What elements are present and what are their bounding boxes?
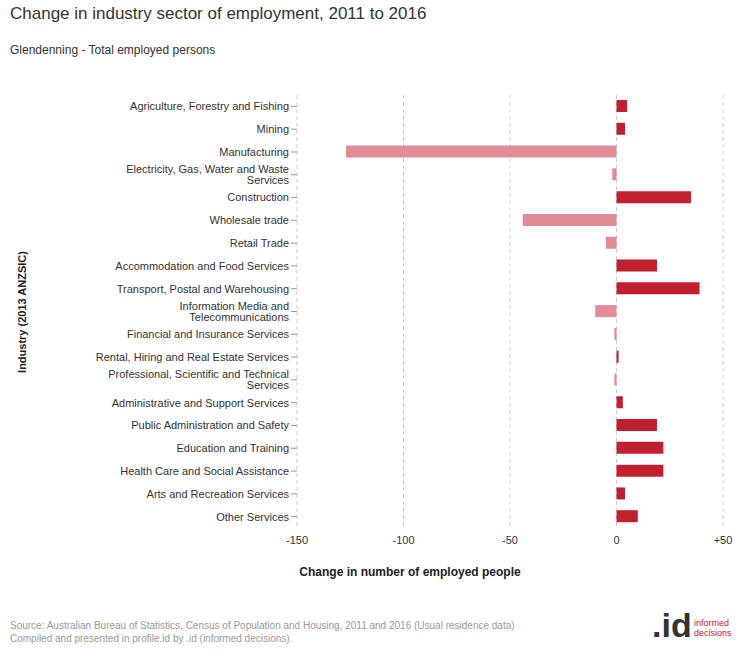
- svg-text:Health Care and Social Assista: Health Care and Social Assistance: [120, 465, 289, 477]
- svg-text:Agriculture, Forestry and Fish: Agriculture, Forestry and Fishing: [130, 100, 289, 112]
- svg-text:Mining: Mining: [257, 123, 289, 135]
- svg-text:Electricity, Gas, Water and Wa: Electricity, Gas, Water and WasteService…: [126, 163, 289, 186]
- html-text:Industry (2013 ANZSIC): Industry (2013 ANZSIC): [16, 251, 28, 373]
- svg-text:Retail Trade: Retail Trade: [230, 237, 289, 249]
- svg-text:Rental, Hiring and Real Estate: Rental, Hiring and Real Estate Services: [96, 351, 290, 363]
- html-text:Glendenning - Total employed p: Glendenning - Total employed persons: [10, 43, 216, 57]
- svg-text:Accommodation and Food Service: Accommodation and Food Services: [115, 260, 289, 272]
- svg-text:Other Services: Other Services: [216, 511, 289, 523]
- svg-text:+50: +50: [714, 534, 732, 546]
- svg-text:Transport, Postal and Warehous: Transport, Postal and Warehousing: [117, 283, 289, 295]
- svg-text:Professional, Scientific and T: Professional, Scientific and TechnicalSe…: [108, 368, 289, 391]
- svg-text:-150: -150: [286, 534, 308, 546]
- html-text:Change in industry sector of e: Change in industry sector of employment,…: [10, 4, 427, 23]
- svg-text:-50: -50: [502, 534, 518, 546]
- html-text:Compiled and presented in prof: Compiled and presented in profile.id by …: [10, 633, 293, 644]
- svg-text:Public Administration and Safe: Public Administration and Safety: [131, 419, 289, 431]
- html-text:informed: informed: [694, 618, 729, 628]
- html-text:decisions: decisions: [694, 628, 732, 638]
- svg-text:Administrative and Support Ser: Administrative and Support Services: [112, 397, 290, 409]
- svg-text:Construction: Construction: [227, 191, 289, 203]
- svg-text:Financial and Insurance Servic: Financial and Insurance Services: [127, 328, 290, 340]
- html-text:Change in number of employed p: Change in number of employed people: [299, 565, 521, 579]
- svg-text:Manufacturing: Manufacturing: [219, 146, 289, 158]
- html-text:Source: Australian Bureau of S: Source: Australian Bureau of Statistics,…: [10, 620, 515, 631]
- svg-text:Wholesale trade: Wholesale trade: [210, 214, 290, 226]
- svg-text:Information Media andTelecommu: Information Media andTelecommunications: [180, 300, 290, 323]
- svg-text:Arts and Recreation Services: Arts and Recreation Services: [147, 488, 290, 500]
- html-text:.id: .id: [652, 606, 692, 644]
- svg-text:Education and Training: Education and Training: [176, 442, 289, 454]
- svg-text:0: 0: [613, 534, 619, 546]
- svg-text:-100: -100: [392, 534, 414, 546]
